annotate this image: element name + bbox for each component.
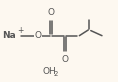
- Text: O: O: [61, 55, 68, 64]
- Text: Na: Na: [2, 31, 15, 40]
- Text: 2: 2: [54, 71, 58, 77]
- Text: O: O: [34, 31, 41, 40]
- Text: O: O: [48, 8, 55, 17]
- Text: +: +: [17, 26, 24, 35]
- Text: OH: OH: [43, 67, 57, 76]
